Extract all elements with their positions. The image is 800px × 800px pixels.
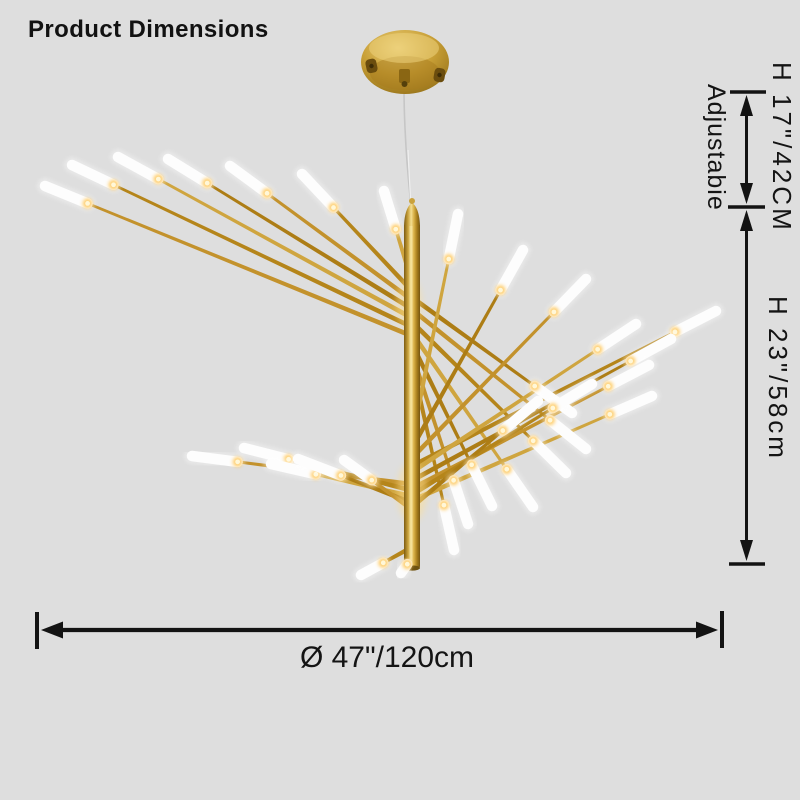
adjustable-height-label: H 17"/42CM bbox=[767, 62, 797, 233]
adjustable-note-label: Adjustabie bbox=[702, 84, 730, 211]
page-title: Product Dimensions bbox=[28, 16, 269, 43]
fixture-height-label: H 23"/58cm bbox=[763, 296, 793, 461]
canopy-screw bbox=[365, 58, 378, 74]
diameter-dimension-annotation bbox=[35, 611, 724, 649]
led-tubes bbox=[37, 149, 724, 583]
canopy-hub bbox=[399, 69, 410, 87]
chandelier-arms bbox=[44, 155, 717, 577]
height-dimension-annotation bbox=[728, 90, 766, 566]
canopy-screw bbox=[433, 67, 446, 83]
diameter-label: Ø 47"/120cm bbox=[299, 641, 475, 674]
fixture-height-arrow bbox=[740, 210, 753, 561]
ceiling-canopy bbox=[361, 30, 449, 94]
central-stem bbox=[404, 198, 420, 571]
adjustable-height-arrow bbox=[740, 95, 753, 204]
